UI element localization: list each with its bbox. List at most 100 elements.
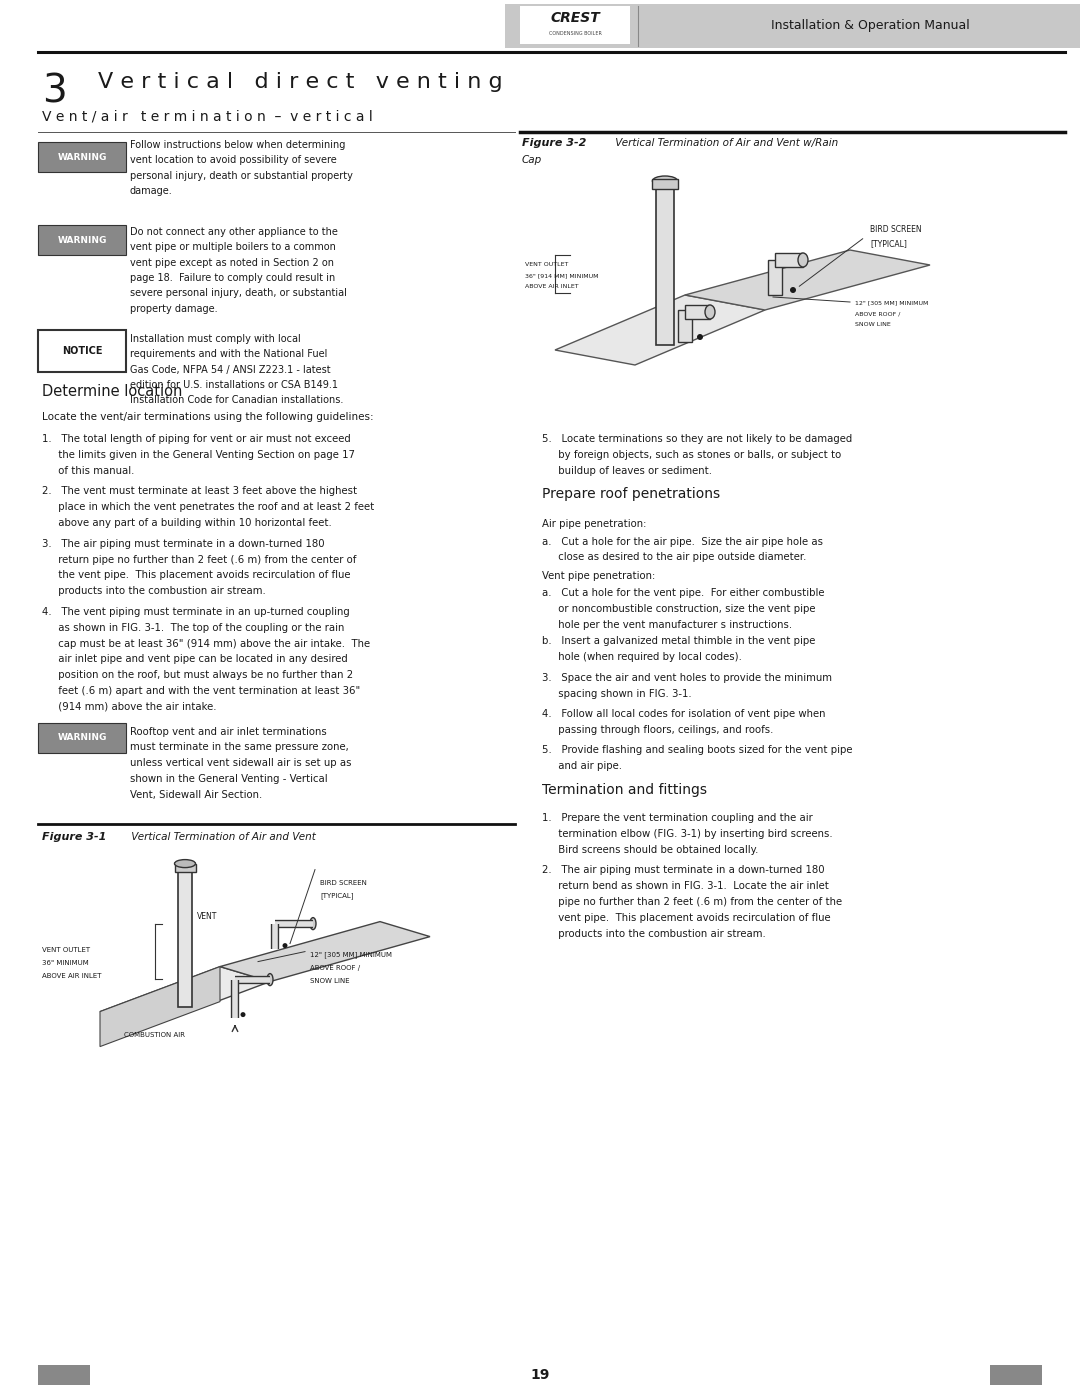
Text: V e r t i c a l   d i r e c t   v e n t i n g: V e r t i c a l d i r e c t v e n t i n … [98, 73, 502, 92]
Text: products into the combustion air stream.: products into the combustion air stream. [42, 587, 266, 597]
Text: WARNING: WARNING [57, 733, 107, 742]
Text: the limits given in the General Venting Section on page 17: the limits given in the General Venting … [42, 450, 355, 460]
Text: Installation Code for Canadian installations.: Installation Code for Canadian installat… [130, 395, 343, 405]
Text: products into the combustion air stream.: products into the combustion air stream. [542, 929, 766, 939]
Text: hole per the vent manufacturer s instructions.: hole per the vent manufacturer s instruc… [542, 620, 792, 630]
Text: above any part of a building within 10 horizontal feet.: above any part of a building within 10 h… [42, 518, 332, 528]
Bar [990, 1365, 1042, 1384]
Text: cap must be at least 36" (914 mm) above the air intake.  The: cap must be at least 36" (914 mm) above … [42, 638, 370, 648]
Text: 12" [305 MM] MINIMUM: 12" [305 MM] MINIMUM [855, 300, 929, 305]
Bar [519, 6, 630, 43]
Text: SNOW LINE: SNOW LINE [855, 321, 891, 327]
Ellipse shape [267, 974, 273, 986]
Ellipse shape [789, 286, 796, 293]
Text: passing through floors, ceilings, and roofs.: passing through floors, ceilings, and ro… [542, 725, 773, 735]
Text: air inlet pipe and vent pipe can be located in any desired: air inlet pipe and vent pipe can be loca… [42, 654, 348, 665]
Polygon shape [100, 967, 270, 1027]
Text: Vertical Termination of Air and Vent w/Rain: Vertical Termination of Air and Vent w/R… [612, 138, 838, 148]
Ellipse shape [705, 305, 715, 319]
Text: WARNING: WARNING [57, 154, 107, 162]
Text: Gas Code, NFPA 54 / ANSI Z223.1 - latest: Gas Code, NFPA 54 / ANSI Z223.1 - latest [130, 365, 330, 374]
Ellipse shape [652, 176, 677, 186]
Polygon shape [555, 295, 765, 365]
Text: WARNING: WARNING [57, 236, 107, 244]
Ellipse shape [798, 253, 808, 267]
Bar [775, 253, 804, 267]
Text: vent pipe or multiple boilers to a common: vent pipe or multiple boilers to a commo… [130, 242, 336, 253]
Text: requirements and with the National Fuel: requirements and with the National Fuel [130, 349, 327, 359]
Bar [685, 305, 710, 319]
Text: BIRD SCREEN: BIRD SCREEN [870, 225, 921, 235]
Text: VENT OUTLET: VENT OUTLET [42, 947, 90, 953]
Text: Locate the vent/air terminations using the following guidelines:: Locate the vent/air terminations using t… [42, 412, 374, 422]
Text: 4.   Follow all local codes for isolation of vent pipe when: 4. Follow all local codes for isolation … [542, 710, 825, 719]
Text: ABOVE ROOF /: ABOVE ROOF / [855, 312, 901, 316]
Text: VENT: VENT [197, 912, 217, 921]
Bar [652, 179, 677, 189]
Text: Cap: Cap [522, 155, 542, 165]
Text: 1.   The total length of piping for vent or air must not exceed: 1. The total length of piping for vent o… [42, 434, 351, 444]
Text: 3.   Space the air and vent holes to provide the minimum: 3. Space the air and vent holes to provi… [542, 673, 832, 683]
Text: 12" [305 MM] MINIMUM: 12" [305 MM] MINIMUM [310, 951, 392, 958]
Text: CONDENSING BOILER: CONDENSING BOILER [549, 31, 602, 35]
Text: Follow instructions below when determining: Follow instructions below when determini… [130, 140, 346, 149]
Bar [38, 225, 126, 256]
Text: 2.   The air piping must terminate in a down-turned 180: 2. The air piping must terminate in a do… [542, 865, 825, 876]
Text: Air pipe penetration:: Air pipe penetration: [542, 520, 646, 529]
Bar [38, 142, 126, 172]
Text: of this manual.: of this manual. [42, 465, 134, 475]
Ellipse shape [310, 918, 316, 929]
Text: or noncombustible construction, size the vent pipe: or noncombustible construction, size the… [542, 605, 815, 615]
Text: spacing shown in FIG. 3-1.: spacing shown in FIG. 3-1. [542, 689, 691, 698]
Bar [178, 866, 192, 1007]
Text: 5.   Provide flashing and sealing boots sized for the vent pipe: 5. Provide flashing and sealing boots si… [542, 745, 852, 754]
Text: pipe no further than 2 feet (.6 m) from the center of the: pipe no further than 2 feet (.6 m) from … [542, 897, 842, 907]
Text: 2.   The vent must terminate at least 3 feet above the highest: 2. The vent must terminate at least 3 fe… [42, 486, 357, 496]
Text: ABOVE AIR INLET: ABOVE AIR INLET [525, 284, 579, 289]
Text: (914 mm) above the air intake.: (914 mm) above the air intake. [42, 701, 216, 712]
Text: COMBUSTION AIR: COMBUSTION AIR [124, 1031, 186, 1038]
Text: Installation must comply with local: Installation must comply with local [130, 334, 300, 344]
Text: return bend as shown in FIG. 3-1.  Locate the air inlet: return bend as shown in FIG. 3-1. Locate… [542, 882, 828, 891]
Text: Bird screens should be obtained locally.: Bird screens should be obtained locally. [542, 845, 758, 855]
Text: BIRD SCREEN: BIRD SCREEN [320, 880, 367, 886]
Text: NOTICE: NOTICE [62, 346, 103, 356]
Bar [38, 1365, 90, 1384]
Text: personal injury, death or substantial property: personal injury, death or substantial pr… [130, 170, 353, 180]
Text: CREST: CREST [550, 11, 599, 25]
Polygon shape [220, 922, 430, 982]
Text: Vent pipe penetration:: Vent pipe penetration: [542, 571, 656, 581]
Text: the vent pipe.  This placement avoids recirculation of flue: the vent pipe. This placement avoids rec… [42, 570, 351, 580]
Text: as shown in FIG. 3-1.  The top of the coupling or the rain: as shown in FIG. 3-1. The top of the cou… [42, 623, 345, 633]
Bar [656, 184, 674, 345]
Bar [38, 722, 126, 753]
Text: Figure 3-1: Figure 3-1 [42, 831, 106, 841]
Ellipse shape [697, 334, 703, 339]
Text: 36" MINIMUM: 36" MINIMUM [42, 960, 89, 965]
Bar [38, 330, 126, 372]
Text: 3: 3 [42, 73, 67, 110]
Text: VENT OUTLET: VENT OUTLET [525, 263, 568, 267]
Text: vent location to avoid possibility of severe: vent location to avoid possibility of se… [130, 155, 337, 165]
Text: 5.   Locate terminations so they are not likely to be damaged: 5. Locate terminations so they are not l… [542, 434, 852, 444]
Text: shown in the General Venting - Vertical: shown in the General Venting - Vertical [130, 774, 327, 784]
Text: ABOVE AIR INLET: ABOVE AIR INLET [42, 972, 102, 979]
Text: a.   Cut a hole for the air pipe.  Size the air pipe hole as: a. Cut a hole for the air pipe. Size the… [542, 536, 823, 546]
Text: V e n t / a i r   t e r m i n a t i o n  –  v e r t i c a l: V e n t / a i r t e r m i n a t i o n – … [42, 110, 373, 124]
Bar [505, 4, 1080, 47]
Text: 4.   The vent piping must terminate in an up-turned coupling: 4. The vent piping must terminate in an … [42, 608, 350, 617]
Text: and air pipe.: and air pipe. [542, 761, 622, 771]
Text: property damage.: property damage. [130, 303, 218, 313]
Text: page 18.  Failure to comply could result in: page 18. Failure to comply could result … [130, 272, 335, 284]
Text: Vent, Sidewall Air Section.: Vent, Sidewall Air Section. [130, 789, 262, 800]
Polygon shape [685, 250, 930, 310]
Text: 3.   The air piping must terminate in a down-turned 180: 3. The air piping must terminate in a do… [42, 539, 325, 549]
Polygon shape [100, 967, 220, 1046]
Bar [768, 260, 782, 295]
Ellipse shape [241, 1011, 245, 1017]
Text: edition for U.S. installations or CSA B149.1: edition for U.S. installations or CSA B1… [130, 380, 338, 390]
Text: termination elbow (FIG. 3-1) by inserting bird screens.: termination elbow (FIG. 3-1) by insertin… [542, 828, 833, 838]
Text: SNOW LINE: SNOW LINE [310, 978, 350, 983]
Text: Rooftop vent and air inlet terminations: Rooftop vent and air inlet terminations [130, 726, 327, 736]
Bar [678, 310, 692, 342]
